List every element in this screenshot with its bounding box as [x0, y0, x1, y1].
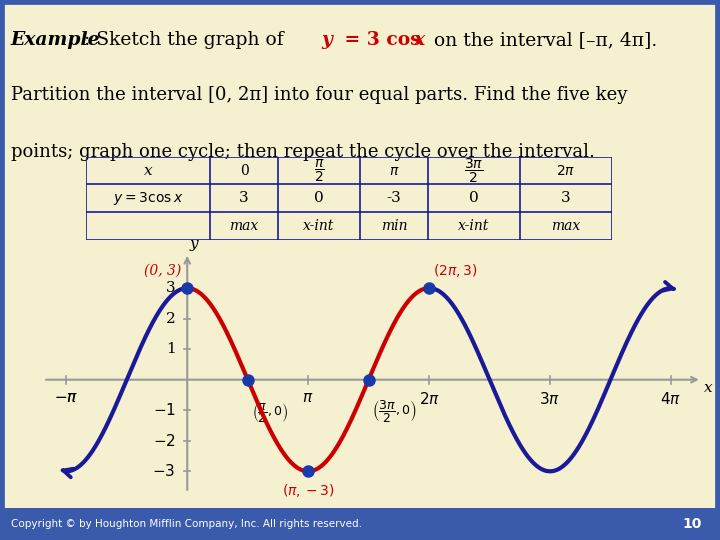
Text: 3: 3	[239, 192, 249, 205]
Text: on the interval [–π, 4π].: on the interval [–π, 4π].	[428, 31, 657, 49]
Text: 0: 0	[469, 192, 479, 205]
Text: 10: 10	[683, 517, 702, 531]
Text: $3\pi$: $3\pi$	[539, 392, 561, 407]
Text: $(\pi, -3)$: $(\pi, -3)$	[282, 482, 335, 499]
Text: $\dfrac{\pi}{2}$: $\dfrac{\pi}{2}$	[314, 157, 325, 184]
Text: 3: 3	[166, 281, 176, 295]
Text: : Sketch the graph of: : Sketch the graph of	[84, 31, 289, 49]
Text: $-2$: $-2$	[153, 433, 176, 449]
Text: x: x	[703, 381, 712, 395]
Text: $\pi$: $\pi$	[389, 164, 399, 178]
Text: = 3 cos: = 3 cos	[338, 31, 427, 49]
Text: Partition the interval [0, 2π] into four equal parts. Find the five key: Partition the interval [0, 2π] into four…	[11, 86, 627, 104]
Text: x: x	[414, 31, 425, 49]
Text: x-int: x-int	[459, 219, 490, 233]
Text: min: min	[381, 219, 407, 233]
Text: $(2\pi, 3)$: $(2\pi, 3)$	[433, 262, 477, 279]
Text: Example: Example	[11, 31, 100, 49]
Text: (0, 3): (0, 3)	[144, 264, 181, 278]
Text: 2: 2	[166, 312, 176, 326]
Text: $-1$: $-1$	[153, 402, 176, 418]
Text: $-\pi$: $-\pi$	[54, 392, 78, 406]
Text: max: max	[552, 219, 580, 233]
Text: -3: -3	[387, 192, 401, 205]
Text: $2\pi$: $2\pi$	[557, 164, 576, 178]
Text: $-3$: $-3$	[153, 463, 176, 480]
Text: $\pi$: $\pi$	[302, 392, 314, 406]
Text: $2\pi$: $2\pi$	[418, 392, 440, 407]
Text: $\dfrac{3\pi}{2}$: $\dfrac{3\pi}{2}$	[464, 157, 484, 185]
Text: x-int: x-int	[303, 219, 335, 233]
Text: y: y	[190, 238, 199, 252]
Text: y: y	[322, 31, 333, 49]
Bar	[0, 508, 720, 540]
Text: 0: 0	[240, 164, 248, 178]
Text: 1: 1	[166, 342, 176, 356]
Text: $y = 3\cos x$: $y = 3\cos x$	[113, 190, 184, 207]
Text: Copyright © by Houghton Mifflin Company, Inc. All rights reserved.: Copyright © by Houghton Mifflin Company,…	[11, 519, 362, 529]
Text: $\left(\dfrac{3\pi}{2}, 0\right)$: $\left(\dfrac{3\pi}{2}, 0\right)$	[372, 398, 418, 424]
Text: 0: 0	[314, 192, 324, 205]
Text: 3: 3	[561, 192, 571, 205]
Text: $\left(\dfrac{\pi}{2}, 0\right)$: $\left(\dfrac{\pi}{2}, 0\right)$	[251, 401, 288, 425]
Text: points; graph one cycle; then repeat the cycle over the interval.: points; graph one cycle; then repeat the…	[11, 143, 595, 161]
Text: max: max	[230, 219, 258, 233]
Text: $4\pi$: $4\pi$	[660, 392, 682, 407]
Text: x: x	[144, 164, 153, 178]
Text: $-\pi$: $-\pi$	[54, 392, 78, 406]
